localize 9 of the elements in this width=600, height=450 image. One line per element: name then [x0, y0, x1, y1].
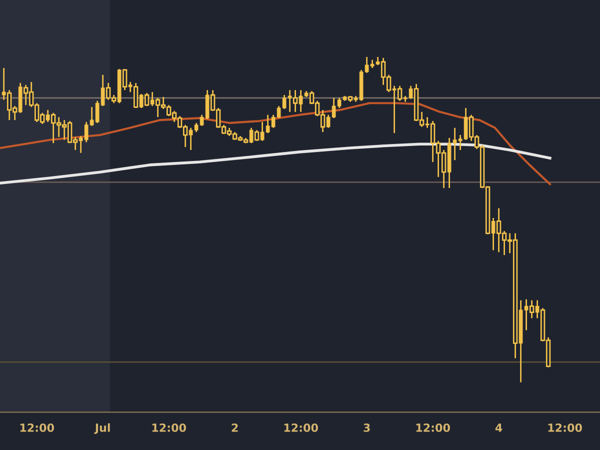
x-tick-label: 4: [495, 424, 502, 432]
x-tick-label: Jul: [94, 423, 110, 434]
x-tick-label: 12:00: [152, 424, 186, 432]
x-tick-label: 12:00: [284, 424, 318, 432]
x-tick-label: 2: [232, 424, 238, 432]
x-tick-label: 12:00: [548, 424, 582, 432]
x-tick-label: 3: [364, 424, 370, 432]
x-tick-label: 12:00: [416, 424, 450, 432]
x-tick-label: 12:00: [20, 424, 54, 432]
